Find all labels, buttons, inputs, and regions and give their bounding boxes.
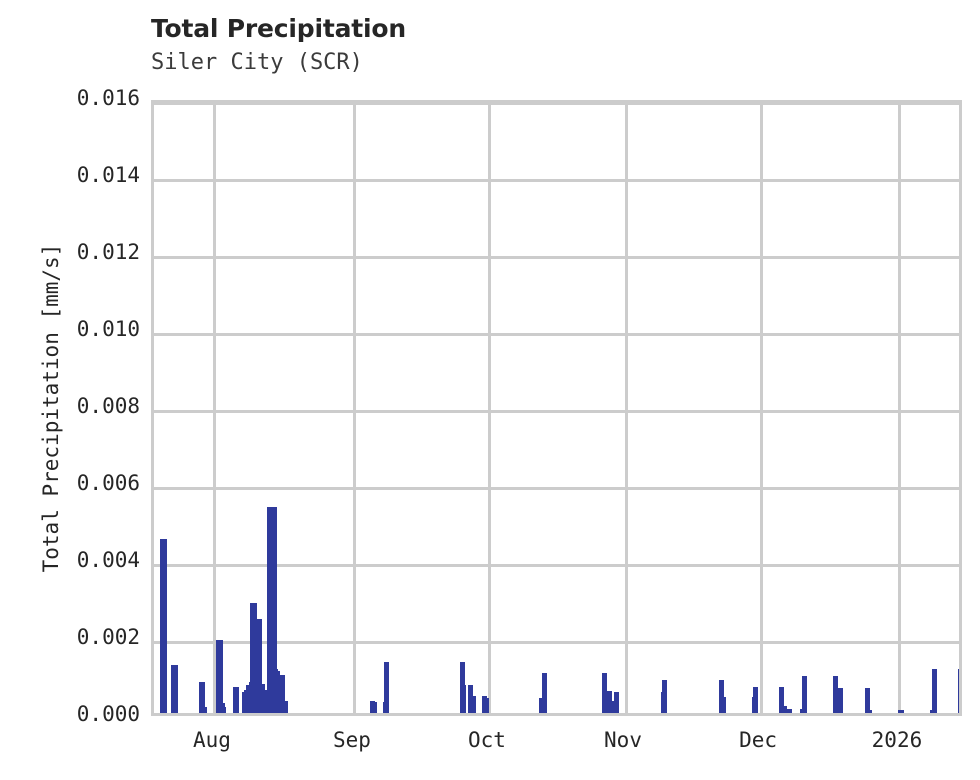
y-axis-tick-label: 0.008 bbox=[76, 394, 140, 418]
y-axis-tick-label: 0.010 bbox=[76, 317, 140, 341]
bar bbox=[662, 680, 668, 713]
x-axis-tick-label: Nov bbox=[604, 728, 642, 752]
bar bbox=[266, 507, 272, 713]
bar bbox=[467, 685, 473, 713]
bar bbox=[865, 687, 871, 713]
y-axis-tick-label: 0.012 bbox=[76, 240, 140, 264]
bar bbox=[899, 709, 905, 713]
bar bbox=[461, 685, 467, 713]
bar bbox=[787, 709, 793, 713]
x-axis-tick-label: Dec bbox=[739, 728, 777, 752]
bar bbox=[801, 676, 807, 713]
bar bbox=[602, 672, 608, 713]
bar bbox=[931, 668, 937, 713]
bar bbox=[256, 618, 262, 713]
x-axis-tick-label: Oct bbox=[467, 728, 506, 752]
horizontal-gridline bbox=[154, 332, 959, 336]
y-axis-tick-label: 0.000 bbox=[76, 702, 140, 726]
bar bbox=[252, 603, 258, 713]
bar bbox=[719, 680, 725, 713]
bar bbox=[384, 662, 390, 713]
x-axis-tick-label: Aug bbox=[193, 728, 231, 752]
bar bbox=[782, 706, 788, 713]
page-title: Total Precipitation bbox=[151, 14, 406, 43]
bar bbox=[866, 709, 872, 713]
y-axis-tick-label: 0.006 bbox=[76, 471, 140, 495]
bar bbox=[608, 701, 614, 713]
bar bbox=[372, 702, 378, 713]
bar bbox=[271, 507, 277, 713]
bar bbox=[834, 697, 840, 713]
y-axis-tick-label: 0.004 bbox=[76, 548, 140, 572]
horizontal-gridline bbox=[154, 409, 959, 413]
x-axis-tick-label: 2026 bbox=[871, 728, 923, 752]
bar bbox=[221, 707, 227, 713]
bar bbox=[200, 682, 206, 713]
bar bbox=[279, 674, 285, 713]
bar bbox=[753, 686, 759, 713]
horizontal-gridline bbox=[154, 563, 959, 567]
bar bbox=[720, 696, 726, 713]
y-axis-tick-label: 0.014 bbox=[76, 163, 140, 187]
vertical-gridline bbox=[898, 103, 902, 713]
vertical-gridline bbox=[213, 103, 217, 713]
bar bbox=[282, 700, 288, 713]
horizontal-gridline bbox=[154, 178, 959, 182]
y-axis-tick-label: 0.016 bbox=[76, 86, 140, 110]
bar bbox=[172, 665, 178, 713]
bar bbox=[201, 707, 207, 713]
bar bbox=[958, 668, 959, 713]
vertical-gridline bbox=[624, 103, 628, 713]
bar bbox=[542, 672, 548, 713]
vertical-gridline bbox=[759, 103, 763, 713]
bar bbox=[837, 687, 843, 713]
horizontal-gridline bbox=[154, 255, 959, 259]
bar bbox=[484, 697, 489, 713]
x-axis-tick-label: Sep bbox=[332, 728, 371, 752]
bar bbox=[779, 686, 785, 713]
bar bbox=[162, 538, 168, 713]
chart-subtitle: Siler City (SCR) bbox=[151, 50, 363, 75]
horizontal-gridline bbox=[154, 640, 959, 644]
horizontal-gridline bbox=[154, 103, 959, 105]
bar bbox=[471, 695, 477, 713]
vertical-gridline bbox=[488, 103, 492, 713]
bar bbox=[218, 639, 223, 713]
bar bbox=[832, 676, 838, 713]
bar bbox=[234, 686, 240, 713]
y-axis-tick-labels: 0.000 0.002 0.004 0.006 0.008 0.010 0.012 0.014… bbox=[0, 0, 140, 780]
vertical-gridline bbox=[353, 103, 357, 713]
horizontal-gridline bbox=[154, 486, 959, 490]
y-axis-tick-label: 0.002 bbox=[76, 625, 140, 649]
plot-area bbox=[151, 100, 962, 716]
bar bbox=[613, 691, 619, 713]
